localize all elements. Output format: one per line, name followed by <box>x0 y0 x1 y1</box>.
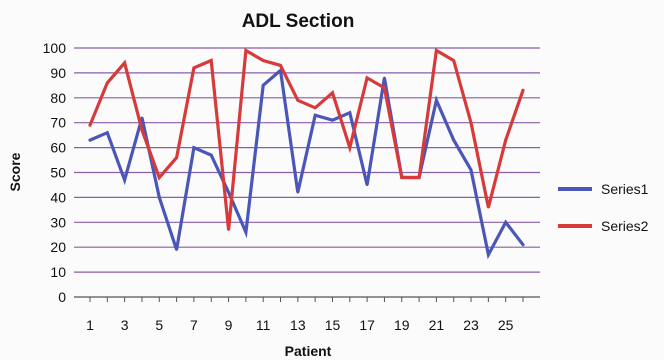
data-point <box>400 176 403 179</box>
data-point <box>140 116 144 119</box>
x-tick-label: 25 <box>498 317 514 333</box>
x-tick-label: 23 <box>463 317 479 333</box>
data-point <box>244 231 248 234</box>
data-point <box>88 123 92 127</box>
x-tick-label: 3 <box>121 317 129 333</box>
data-point <box>452 59 455 62</box>
data-point <box>296 99 300 102</box>
data-point <box>435 49 438 52</box>
data-point <box>106 81 109 85</box>
x-tick-label: 9 <box>225 317 233 333</box>
legend-label: Series2 <box>601 218 649 234</box>
data-point <box>469 121 473 124</box>
data-point <box>331 91 334 95</box>
y-tick-label: 50 <box>50 165 66 181</box>
x-tick-label: 7 <box>190 317 198 333</box>
legend-label: Series1 <box>601 181 649 197</box>
x-tick-label: 17 <box>359 317 375 333</box>
y-axis-label: Score <box>7 152 23 191</box>
data-point <box>123 61 126 65</box>
data-point <box>227 191 230 194</box>
y-tick-label: 80 <box>50 90 66 106</box>
data-point <box>296 191 300 194</box>
y-tick-label: 20 <box>50 239 66 255</box>
x-tick-label: 5 <box>155 317 163 333</box>
data-point <box>123 178 126 182</box>
data-point <box>383 86 386 90</box>
y-tick-label: 90 <box>50 65 66 81</box>
y-tick-label: 10 <box>50 264 66 280</box>
data-point <box>175 156 178 159</box>
data-point <box>88 138 92 142</box>
gridlines <box>74 47 540 273</box>
data-point <box>417 176 421 179</box>
data-point <box>348 146 351 149</box>
y-tick-label: 60 <box>50 140 66 156</box>
data-point <box>244 49 248 52</box>
data-point <box>262 59 265 62</box>
y-tick-label: 0 <box>58 289 66 305</box>
series-line-series1 <box>88 67 525 260</box>
legend: Series1 Series2 <box>558 181 649 234</box>
data-point <box>331 119 334 122</box>
data-point <box>365 183 369 187</box>
y-tick-label: 30 <box>50 214 66 230</box>
data-point <box>365 76 369 80</box>
data-point <box>262 84 265 87</box>
data-point <box>313 114 317 117</box>
data-point <box>435 99 438 102</box>
data-point <box>192 146 196 149</box>
y-tick-label: 70 <box>50 115 66 131</box>
x-tick-label: 15 <box>325 317 341 333</box>
data-point <box>487 253 490 256</box>
data-point <box>210 153 213 157</box>
data-point <box>158 176 161 179</box>
data-point <box>348 111 351 114</box>
data-point <box>210 59 213 62</box>
data-point <box>383 76 386 80</box>
data-point <box>175 248 178 251</box>
y-tick-label: 100 <box>43 40 67 56</box>
data-point <box>504 221 507 224</box>
data-point <box>452 138 455 142</box>
y-tick-label: 40 <box>50 189 66 205</box>
chart-title: ADL Section <box>242 11 355 32</box>
x-tick-label: 19 <box>394 317 410 333</box>
data-point <box>487 206 490 209</box>
data-point <box>469 168 473 172</box>
x-tick-label: 13 <box>290 317 306 333</box>
x-axis-label: Patient <box>285 343 332 359</box>
data-point <box>140 128 144 132</box>
data-point <box>521 243 525 246</box>
data-point <box>313 106 317 109</box>
data-point <box>504 138 507 142</box>
data-point <box>521 89 525 92</box>
x-tick-label: 1 <box>86 317 94 333</box>
x-tick-label: 21 <box>429 317 445 333</box>
series-lines <box>88 47 525 260</box>
series-line-series2 <box>88 47 525 230</box>
data-point <box>279 64 282 67</box>
data-point <box>192 66 196 70</box>
data-point <box>227 228 230 231</box>
x-tick-label: 11 <box>256 317 271 333</box>
data-point <box>158 196 161 199</box>
data-point <box>106 131 109 134</box>
